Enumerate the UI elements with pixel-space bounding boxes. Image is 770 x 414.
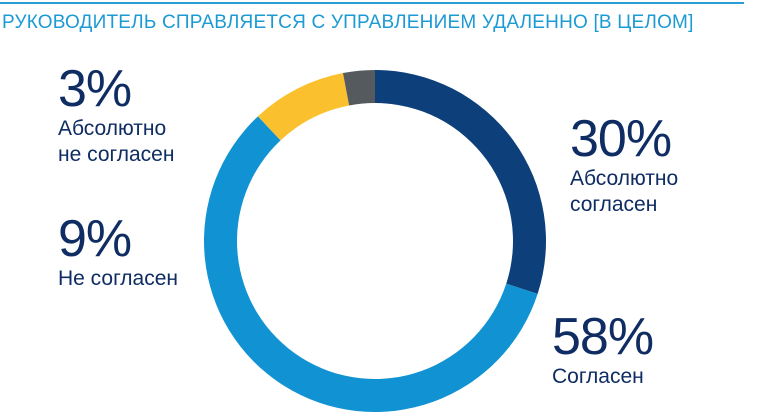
slice-value: 9% [58, 210, 132, 268]
slice-value: 3% [58, 60, 132, 118]
slice-label-disagree: 9% Не согласен [58, 212, 178, 292]
slice-value: 30% [570, 110, 672, 168]
title-rule [0, 2, 744, 4]
slice-label-strongly-agree: 30% Абсолютно согласен [570, 112, 678, 218]
slice-label-strongly-disagree: 3% Абсолютно не согласен [58, 62, 174, 168]
chart-title: РУКОВОДИТЕЛЬ СПРАВЛЯЕТСЯ С УПРАВЛЕНИЕМ У… [2, 12, 694, 33]
slice-name: Абсолютно не согласен [58, 117, 175, 166]
slice-name: Абсолютно согласен [570, 167, 679, 216]
slice-agree [204, 116, 538, 412]
slice-strongly-disagree [342, 70, 375, 106]
slice-name: Согласен [552, 365, 644, 388]
slice-disagree [257, 73, 350, 141]
slice-strongly-agree [375, 70, 546, 294]
slice-value: 58% [552, 308, 654, 366]
slice-label-agree: 58% Согласен [552, 308, 654, 390]
slice-name: Не согласен [58, 267, 179, 290]
